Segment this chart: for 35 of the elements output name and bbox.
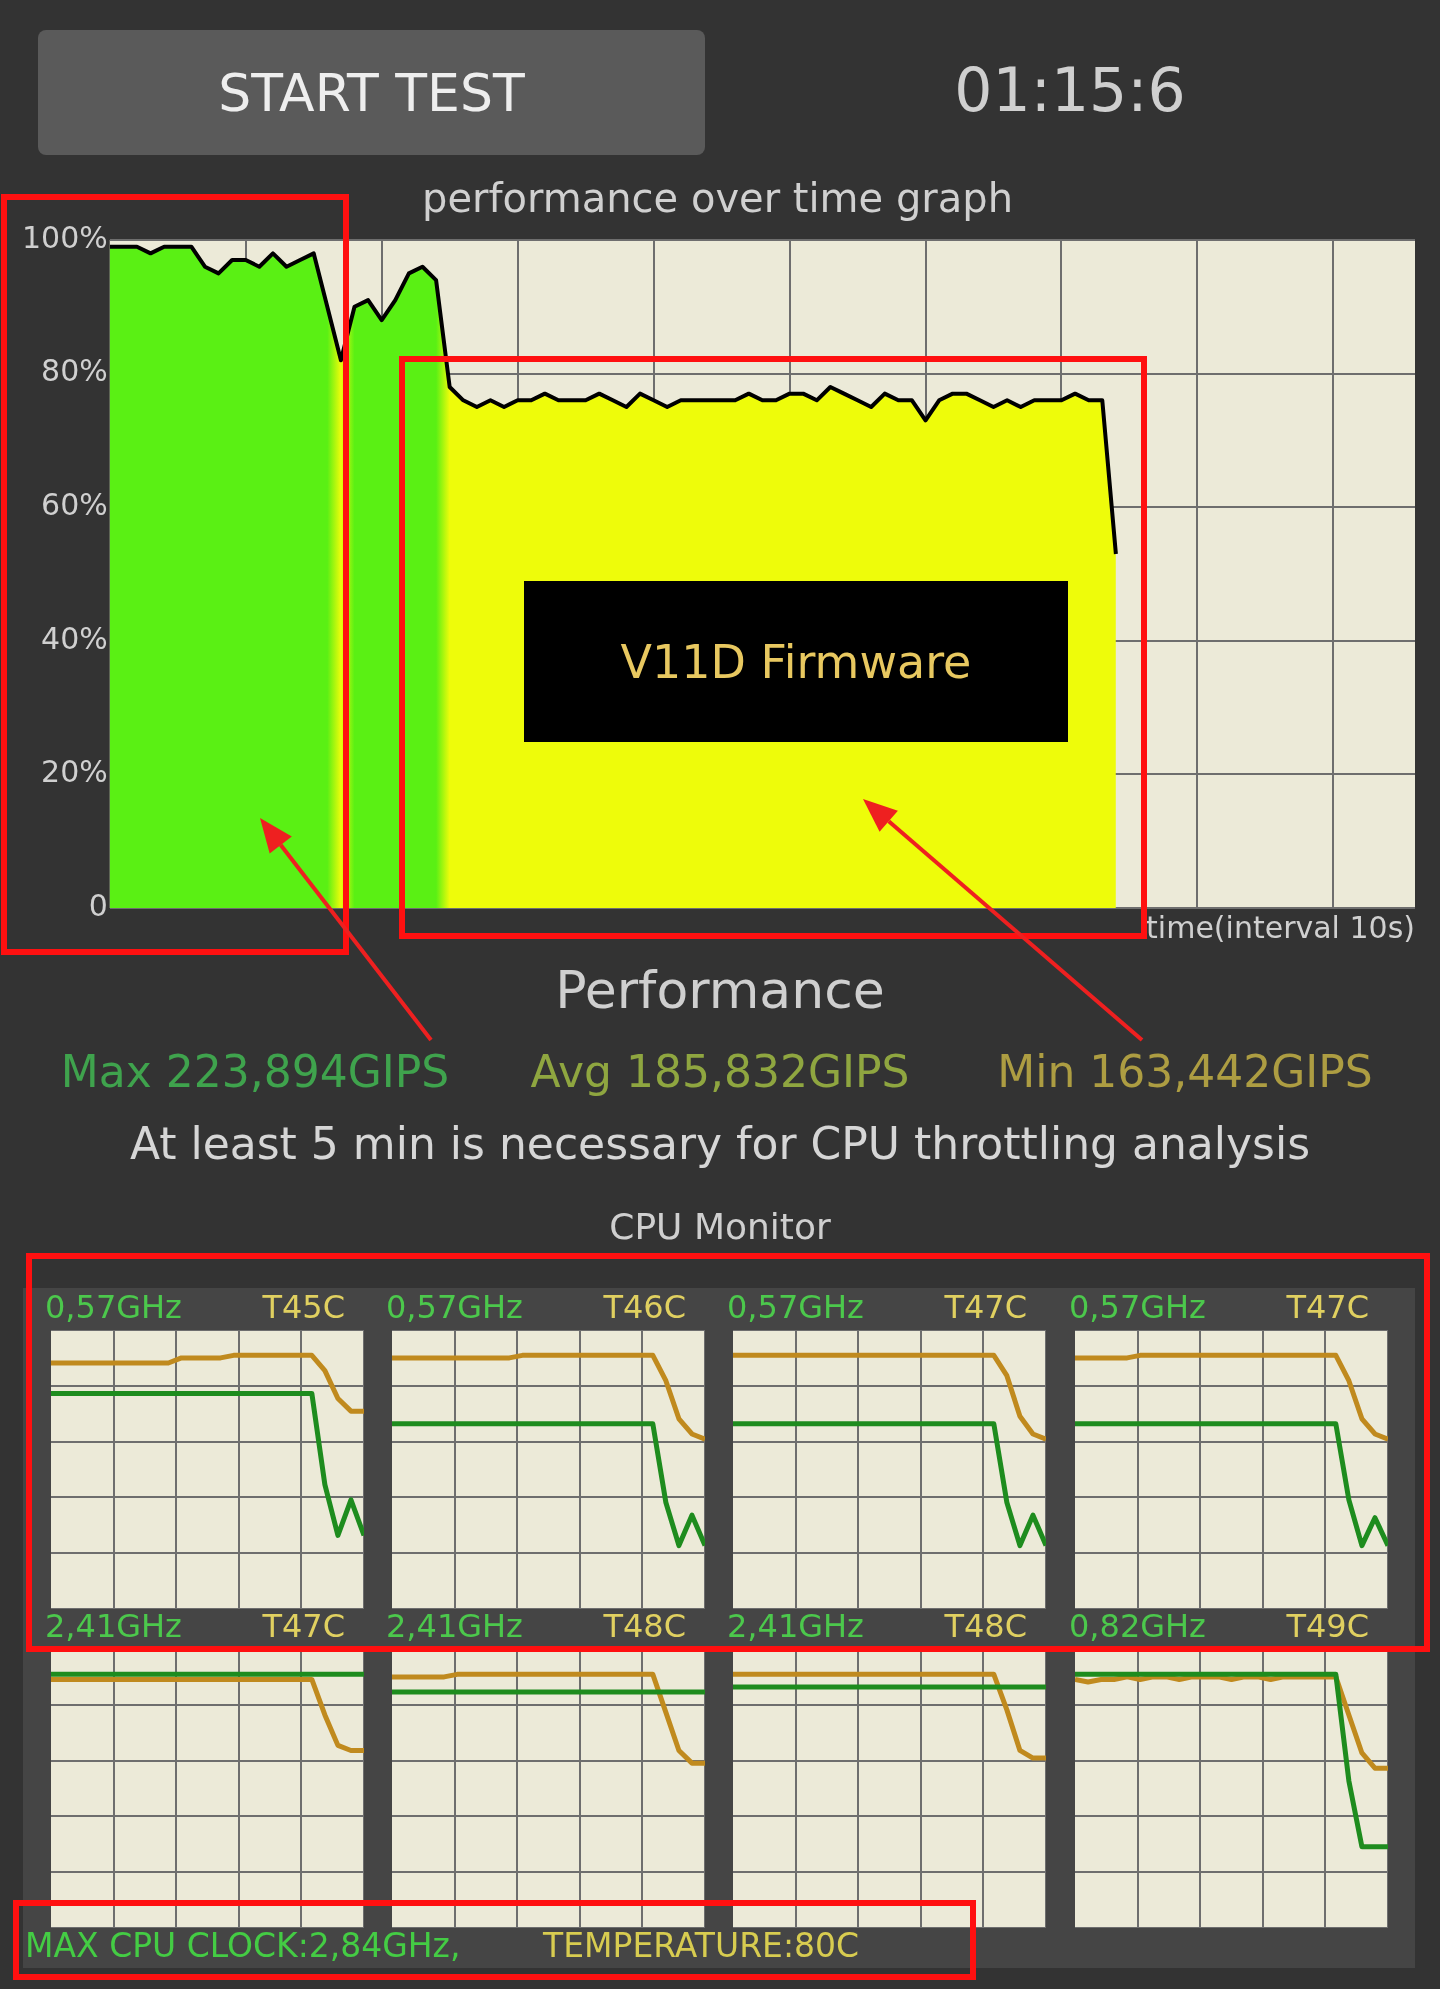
caption-box: V11D Firmware bbox=[524, 581, 1068, 742]
annotation: 2,41GHz bbox=[45, 1607, 183, 1645]
text: T47C bbox=[944, 1288, 1027, 1326]
annotation: 0,82GHz bbox=[1069, 1607, 1207, 1645]
text: 01:15:6 bbox=[953, 55, 1187, 125]
annotation: T49C bbox=[1286, 1607, 1369, 1645]
text: CPU Monitor bbox=[608, 1206, 832, 1247]
y-tick-label: 20% bbox=[41, 754, 108, 790]
annotation: TEMPERATURE:80C bbox=[543, 1926, 861, 1965]
text: 0,57GHz bbox=[386, 1288, 524, 1326]
text: Performance bbox=[554, 960, 886, 1020]
x-axis-title: time(interval 10s) bbox=[1146, 909, 1415, 945]
text: T47C bbox=[1286, 1288, 1369, 1326]
text: T46C bbox=[603, 1288, 686, 1326]
y-tick-label: 60% bbox=[41, 487, 108, 522]
y-tick-label: 0 bbox=[88, 887, 108, 923]
chart-title: performance over time graph bbox=[422, 175, 1013, 222]
annotation: T48C bbox=[603, 1607, 686, 1645]
annotation: 2,41GHz bbox=[386, 1607, 524, 1645]
y-tick-label: 100% bbox=[21, 219, 108, 255]
text: 0,57GHz bbox=[1069, 1288, 1207, 1326]
text: 0,57GHz bbox=[45, 1288, 183, 1326]
y-tick-label: 80% bbox=[41, 353, 108, 389]
annotation: T47C bbox=[262, 1607, 345, 1645]
text: At least 5 min is necessary for CPU throttling analysis bbox=[128, 1118, 1312, 1169]
text: Max 223,894GIPS bbox=[59, 1046, 451, 1097]
text: 0,57GHz bbox=[727, 1288, 865, 1326]
annotation: 2,41GHz bbox=[727, 1607, 865, 1645]
text: T45C bbox=[262, 1288, 345, 1326]
text: Min 163,442GIPS bbox=[996, 1046, 1374, 1097]
text: START TEST bbox=[38, 30, 705, 155]
y-tick-label: 40% bbox=[41, 620, 108, 656]
text: Avg 185,832GIPS bbox=[529, 1046, 911, 1097]
annotation: T48C bbox=[944, 1607, 1027, 1645]
annotation: MAX CPU CLOCK:2,84GHz, bbox=[25, 1926, 461, 1965]
